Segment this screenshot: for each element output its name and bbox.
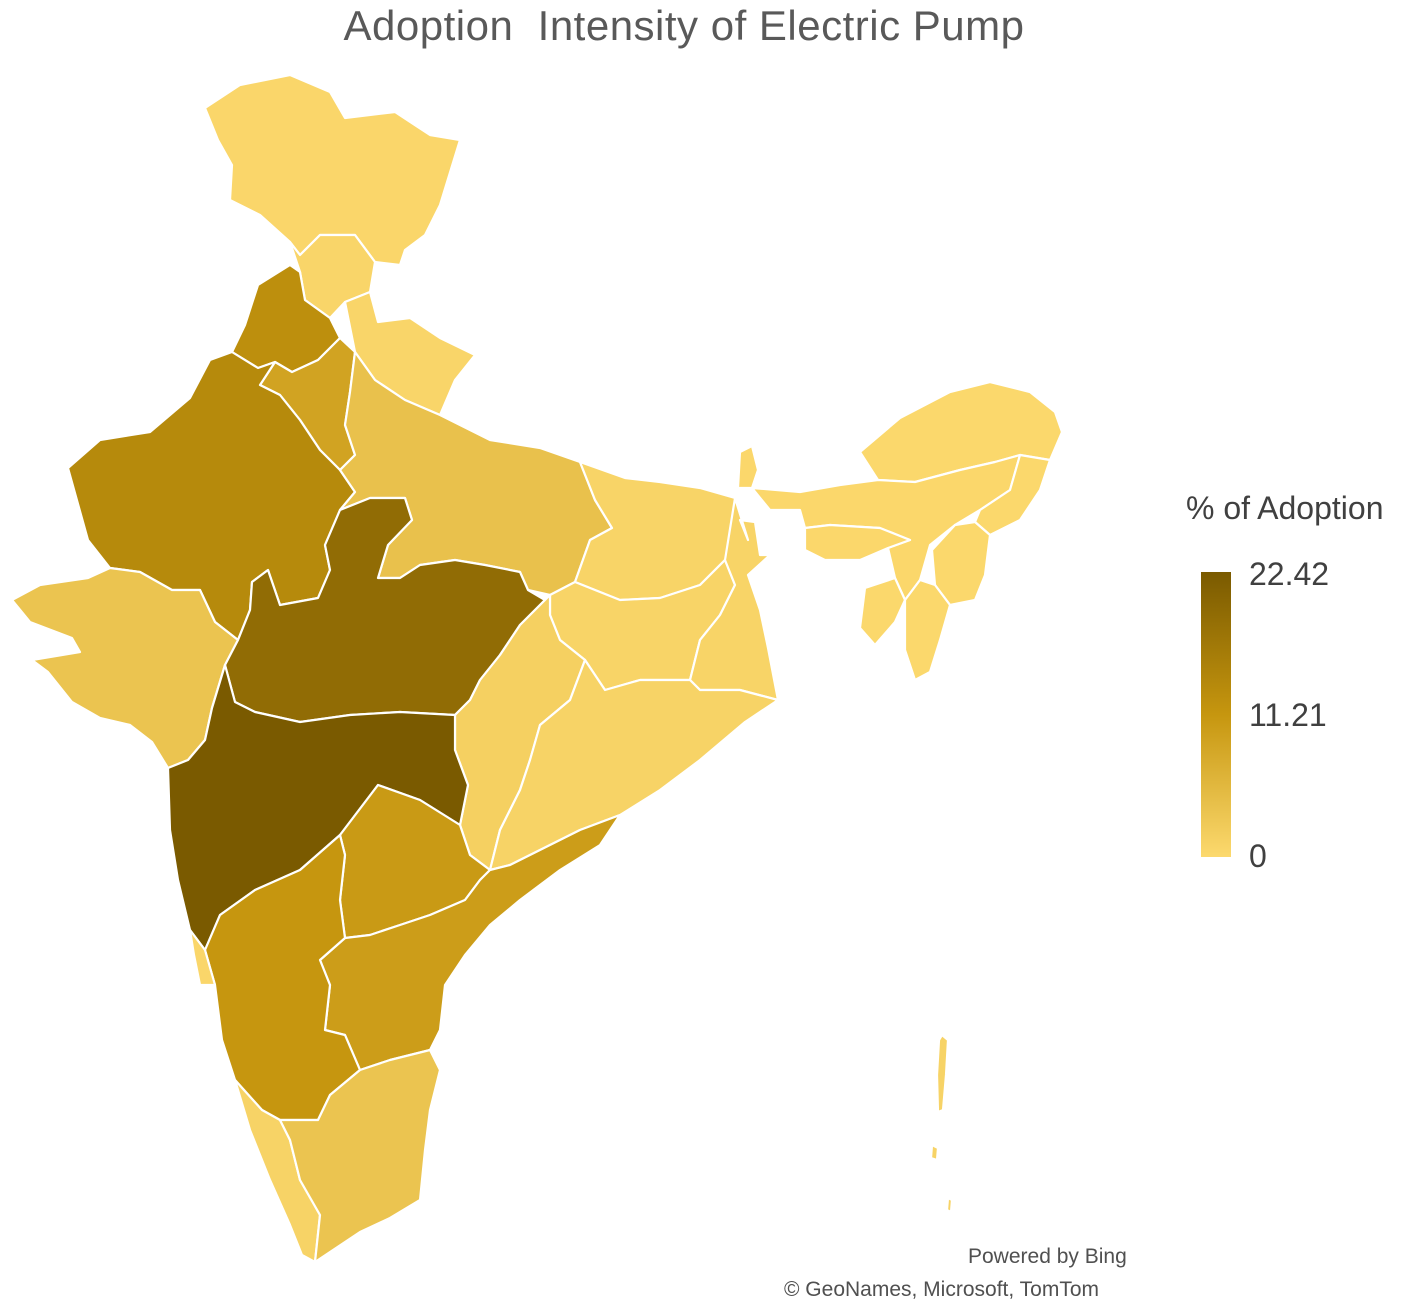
legend-title: % of Adoption [1186,490,1384,526]
map-data-credit: © GeoNames, Microsoft, TomTom [784,1278,1099,1301]
region-tamil-nadu[interactable]: Tamil Nadu [278,1048,442,1264]
powered-by-credit: Powered by Bing [968,1245,1127,1268]
legend-mid-label: 11.21 [1249,697,1327,733]
region-uttarakhand[interactable]: Uttarakhand [343,290,477,417]
region-manipur[interactable]: Manipur [930,520,992,607]
region-gujarat[interactable]: Gujarat [10,566,240,770]
legend-gradient-bar [1201,572,1231,857]
legend-max-label: 22.42 [1249,556,1330,592]
region-meghalaya[interactable]: Meghalaya [803,523,912,562]
region-mizoram[interactable]: Mizoram [903,578,952,682]
region-jammu-kashmir[interactable]: Jammu and Kashmir [203,73,462,267]
map-title: Adoption Intensity of Electric Pump [343,2,1025,49]
legend-min-label: 0 [1249,838,1267,874]
region-goa[interactable]: Goa [188,928,217,987]
region-west-bengal[interactable]: West Bengal [688,496,780,702]
region-andaman-nicobar[interactable]: Andaman and Nicobar Islands [929,1033,954,1214]
state-regions: Jammu and Kashmir Himachal Pradesh Punja… [10,73,1064,1264]
region-sikkim[interactable]: Sikkim [736,444,760,490]
region-tripura[interactable]: Tripura [858,576,907,647]
